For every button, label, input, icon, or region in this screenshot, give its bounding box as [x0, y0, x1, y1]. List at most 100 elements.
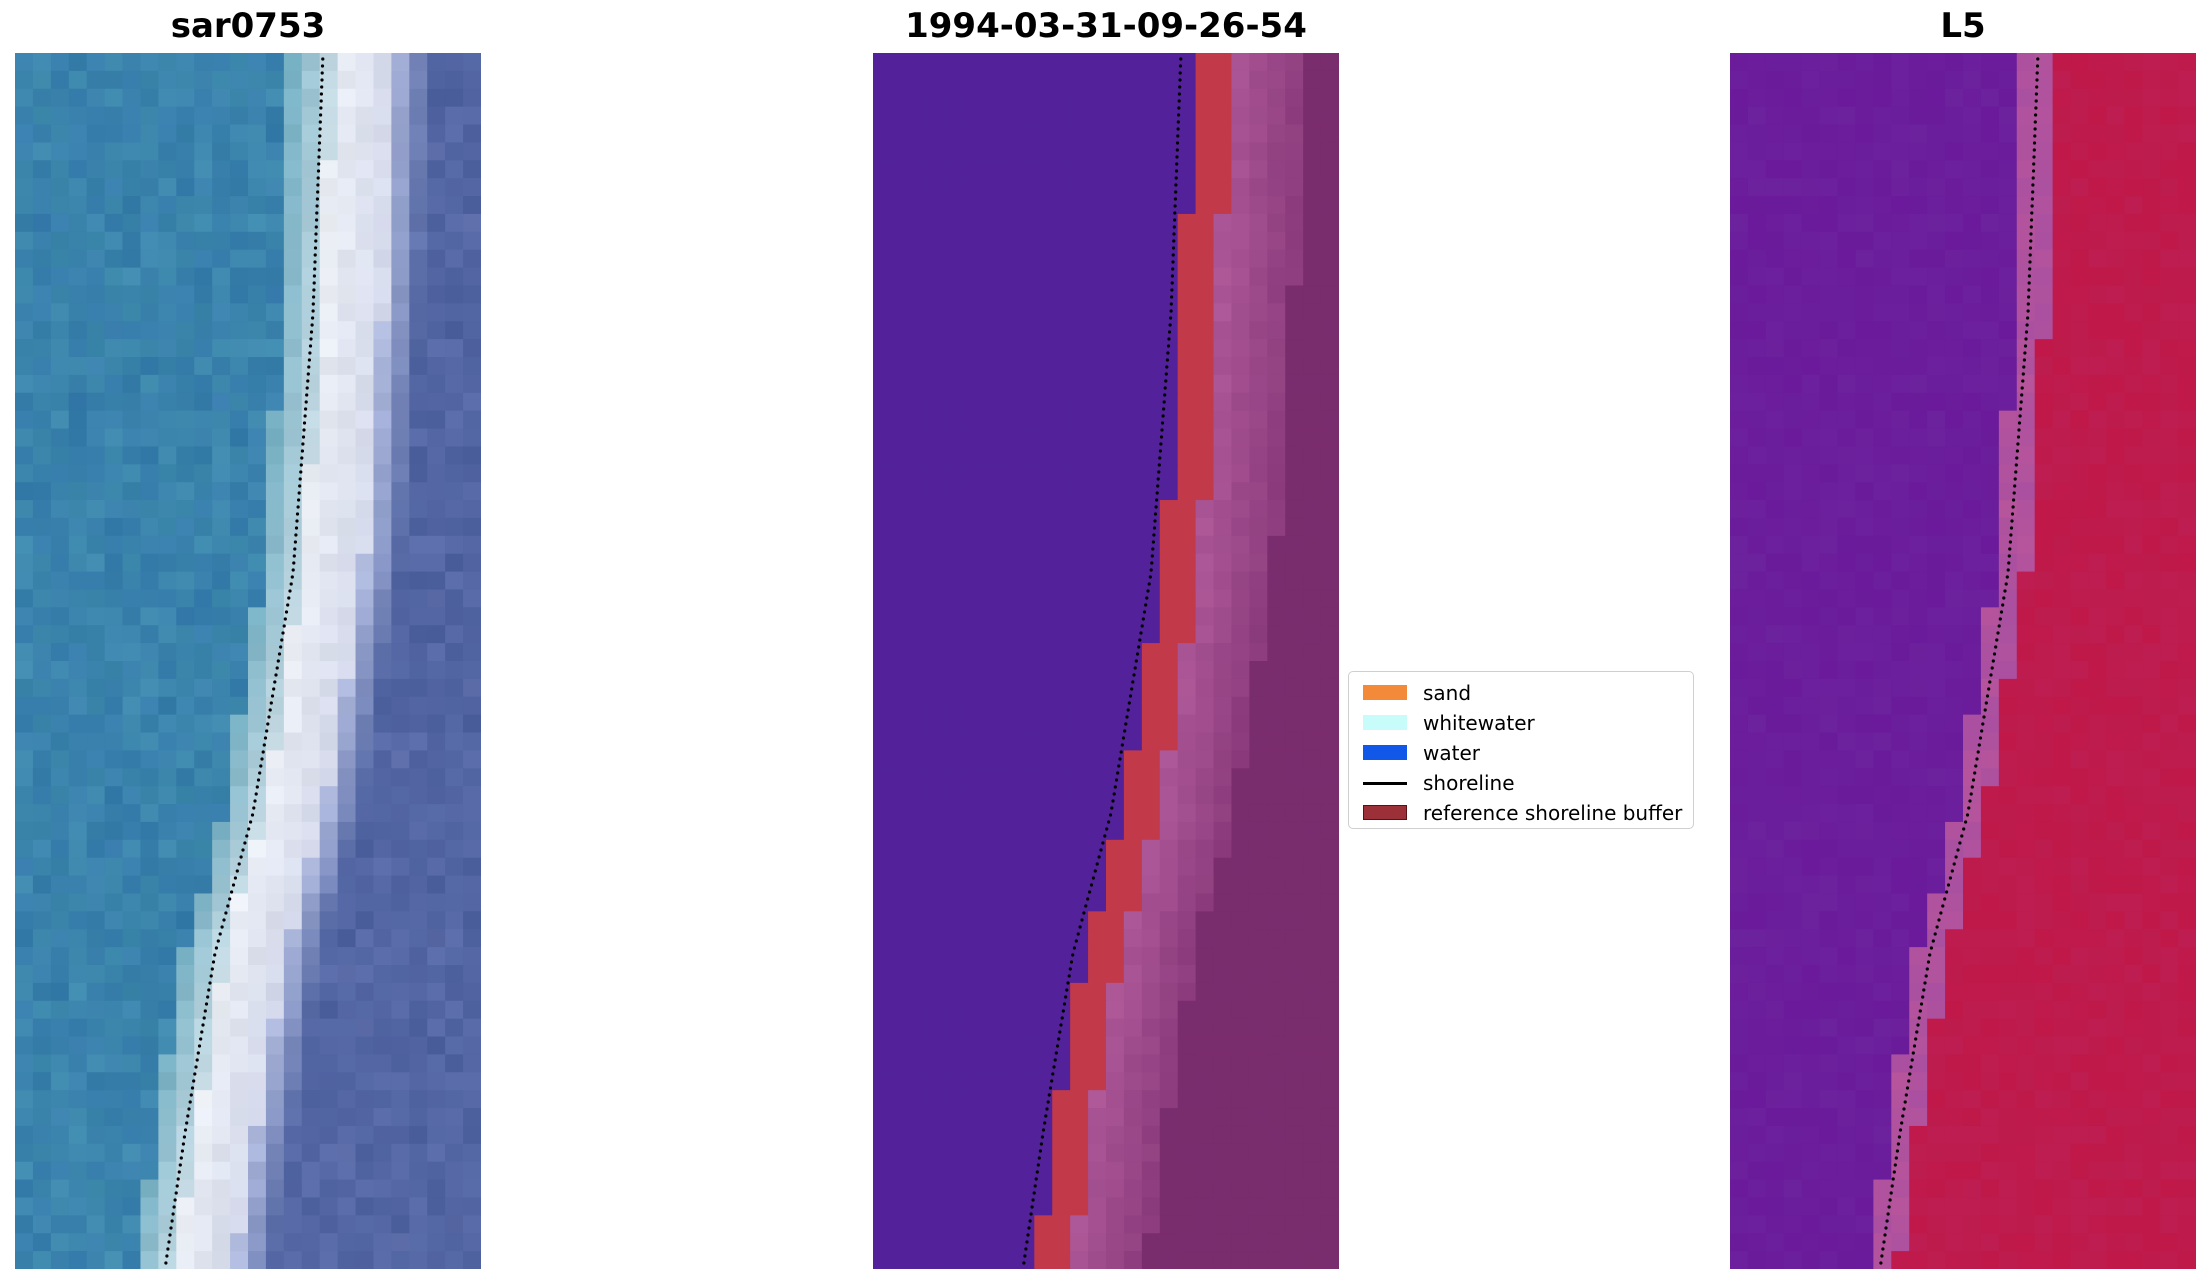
image-pixel — [1159, 1215, 1179, 1234]
image-pixel — [265, 732, 285, 752]
shoreline-dot — [1074, 939, 1078, 943]
image-pixel — [104, 303, 124, 322]
image-pixel — [283, 196, 303, 215]
image-pixel — [463, 321, 481, 340]
shoreline-dot — [307, 358, 311, 362]
image-pixel — [1231, 1161, 1250, 1181]
image-pixel — [873, 303, 892, 322]
image-pixel — [1249, 804, 1268, 823]
image-pixel — [32, 965, 52, 984]
image-pixel — [212, 804, 231, 823]
image-pixel — [1801, 392, 1821, 412]
image-pixel — [1819, 714, 1839, 734]
image-pixel — [50, 1090, 70, 1109]
image-pixel — [373, 821, 392, 841]
image-pixel — [2124, 661, 2143, 680]
image-pixel — [890, 124, 910, 144]
image-pixel — [50, 625, 70, 644]
image-pixel — [176, 714, 195, 734]
image-pixel — [2160, 106, 2179, 126]
image-pixel — [944, 625, 964, 644]
image-pixel — [122, 500, 142, 519]
image-pixel — [1873, 410, 1892, 430]
shoreline-dot — [1174, 190, 1178, 194]
image-pixel — [2070, 661, 2090, 680]
image-pixel — [1303, 1000, 1322, 1020]
image-pixel — [2124, 428, 2143, 448]
image-pixel — [15, 857, 34, 877]
image-pixel — [140, 88, 159, 108]
image-pixel — [1765, 571, 1785, 591]
image-pixel — [140, 1143, 159, 1163]
shoreline-dot — [1080, 918, 1084, 922]
image-pixel — [1783, 571, 1803, 591]
image-pixel — [980, 714, 1000, 734]
image-pixel — [890, 1161, 910, 1181]
image-pixel — [50, 1161, 70, 1181]
image-pixel — [1927, 535, 1946, 555]
image-pixel — [1267, 249, 1286, 269]
image-pixel — [1267, 1251, 1286, 1269]
image-pixel — [1088, 196, 1107, 215]
image-pixel — [998, 249, 1017, 269]
image-pixel — [265, 804, 285, 823]
image-pixel — [1195, 553, 1215, 573]
image-pixel — [873, 929, 892, 948]
image-pixel — [2106, 213, 2125, 233]
image-pixel — [194, 160, 213, 179]
image-pixel — [1106, 1233, 1125, 1252]
image-pixel — [1747, 786, 1767, 805]
image-pixel — [301, 392, 321, 412]
image-pixel — [1159, 1036, 1179, 1056]
image-pixel — [1034, 1125, 1053, 1145]
image-pixel — [301, 196, 321, 215]
image-pixel — [2124, 178, 2143, 197]
image-pixel — [355, 303, 375, 322]
image-pixel — [1052, 947, 1071, 966]
image-pixel — [427, 893, 446, 912]
image-pixel — [301, 982, 321, 1002]
image-pixel — [319, 1036, 339, 1056]
image-pixel — [926, 678, 946, 698]
image-pixel — [1016, 1000, 1035, 1020]
image-pixel — [50, 1197, 70, 1216]
image-pixel — [140, 1000, 159, 1020]
image-pixel — [1747, 321, 1767, 340]
image-pixel — [140, 1251, 159, 1269]
image-pixel — [2178, 446, 2196, 465]
image-pixel — [32, 875, 52, 895]
image-pixel — [962, 1197, 982, 1216]
image-pixel — [980, 106, 1000, 126]
image-pixel — [1213, 786, 1233, 805]
image-pixel — [1819, 339, 1839, 358]
image-pixel — [1034, 535, 1053, 555]
image-pixel — [265, 196, 285, 215]
image-pixel — [32, 678, 52, 698]
image-pixel — [355, 929, 375, 948]
image-pixel — [890, 106, 910, 126]
image-pixel — [194, 321, 213, 340]
image-pixel — [319, 982, 339, 1002]
image-pixel — [1747, 732, 1767, 752]
image-pixel — [998, 982, 1017, 1002]
image-pixel — [2052, 714, 2072, 734]
image-pixel — [283, 249, 303, 269]
image-pixel — [962, 857, 982, 877]
image-pixel — [2070, 643, 2090, 662]
image-pixel — [1159, 339, 1179, 358]
image-pixel — [301, 1197, 321, 1216]
image-pixel — [1963, 124, 1982, 144]
image-pixel — [1927, 70, 1946, 90]
image-pixel — [1195, 732, 1215, 752]
image-pixel — [908, 839, 928, 859]
image-pixel — [2088, 339, 2107, 358]
image-pixel — [1801, 464, 1821, 483]
image-pixel — [1801, 339, 1821, 358]
image-pixel — [373, 160, 392, 179]
image-pixel — [248, 571, 267, 591]
image-pixel — [1016, 500, 1035, 519]
image-pixel — [373, 571, 392, 591]
panel-title-rgb: sar0753 — [170, 6, 326, 46]
image-pixel — [890, 893, 910, 912]
image-pixel — [1249, 357, 1268, 376]
